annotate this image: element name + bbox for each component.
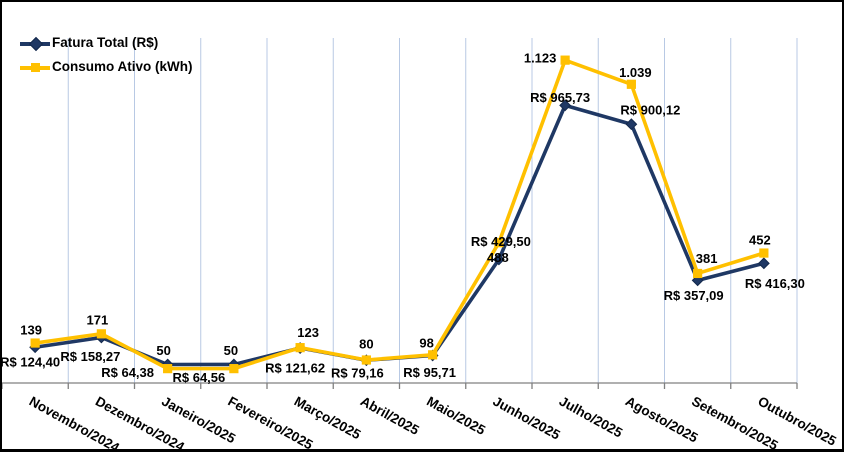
x-axis-label: Maio/2025 (424, 394, 488, 439)
data-point-label: 80 (359, 337, 373, 352)
data-point-marker (163, 364, 173, 374)
data-point-label: R$ 416,30 (745, 276, 805, 291)
x-axis-label: Junho/2025 (490, 394, 563, 443)
data-point-label: R$ 124,40 (0, 355, 60, 370)
data-point-label: R$ 64,38 (101, 365, 154, 380)
data-point-label: R$ 965,73 (530, 90, 590, 105)
data-point-label: R$ 79,16 (331, 366, 384, 381)
data-point-label: 50 (224, 343, 238, 358)
data-point-marker (492, 253, 505, 266)
legend-label-consumo-ativo: Consumo Ativo (kWh) (52, 59, 193, 75)
data-point-marker (494, 238, 504, 248)
legend-item-consumo-ativo: Consumo Ativo (kWh) (20, 55, 192, 79)
data-point-label: R$ 95,71 (403, 365, 456, 380)
data-point-label: R$ 158,27 (60, 349, 120, 364)
data-point-label: 452 (749, 233, 771, 248)
data-point-marker (693, 268, 703, 279)
data-point-label: 381 (696, 251, 718, 266)
data-point-label: R$ 357,09 (664, 288, 724, 303)
data-point-label: R$ 121,62 (265, 361, 325, 376)
data-point-marker (559, 99, 572, 112)
data-point-label: 1.123 (524, 51, 557, 66)
data-point-label: 123 (297, 325, 319, 340)
data-point-label: 171 (87, 312, 109, 327)
data-point-marker (560, 55, 570, 65)
data-point-marker (295, 343, 305, 353)
legend-label-fatura-total: Fatura Total (R$) (52, 35, 159, 51)
data-point-marker (757, 257, 770, 270)
x-axis-label: Agosto/2025 (623, 394, 701, 446)
data-point-label: 50 (156, 343, 170, 358)
chart-legend: Fatura Total (R$) Consumo Ativo (kWh) (20, 31, 192, 79)
data-point-label: 488 (487, 250, 509, 265)
data-point-marker (428, 350, 438, 360)
data-point-marker (625, 118, 638, 131)
data-point-marker (30, 338, 40, 348)
square-marker-icon (30, 63, 40, 72)
legend-swatch-fatura (20, 36, 50, 52)
x-axis-label: Abril/2025 (358, 394, 422, 439)
data-point-marker (759, 248, 769, 258)
series-line-consumo-ativo (33, 58, 766, 371)
data-point-label: 98 (419, 335, 433, 350)
data-point-label: 139 (20, 323, 42, 338)
data-point-marker (229, 364, 239, 374)
data-point-label: R$ 64,56 (172, 370, 225, 385)
legend-swatch-consumo (20, 60, 50, 75)
x-axis-label: Julho/2025 (557, 394, 626, 441)
legend-item-fatura-total: Fatura Total (R$) (20, 31, 192, 55)
data-point-marker (626, 79, 636, 89)
diamond-marker-icon (28, 36, 44, 52)
data-point-marker (96, 329, 106, 339)
data-point-label: 1.039 (619, 65, 652, 80)
data-point-marker (361, 355, 371, 365)
data-point-label: R$ 900,12 (620, 103, 680, 118)
data-point-label: R$ 429,50 (471, 234, 531, 249)
